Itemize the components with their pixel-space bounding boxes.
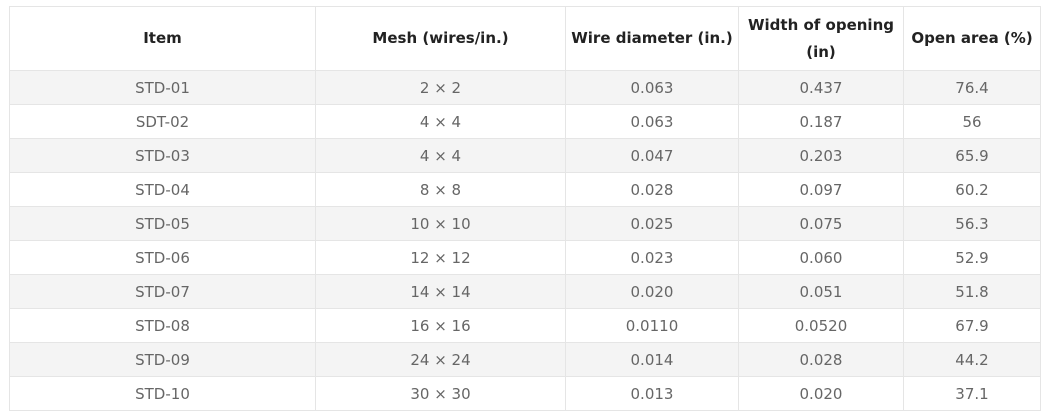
cell-wire-diameter: 0.020 <box>565 274 739 309</box>
cell-mesh: 12 × 12 <box>315 240 566 275</box>
cell-wire-diameter: 0.025 <box>565 206 739 241</box>
cell-mesh: 30 × 30 <box>315 376 566 411</box>
cell-open-area: 52.9 <box>903 240 1041 275</box>
table-header-row: Item Mesh (wires/in.) Wire diameter (in.… <box>9 6 1041 71</box>
cell-open-area: 37.1 <box>903 376 1041 411</box>
cell-open-area: 67.9 <box>903 308 1041 343</box>
cell-mesh: 14 × 14 <box>315 274 566 309</box>
cell-wire-diameter: 0.028 <box>565 172 739 207</box>
cell-mesh: 4 × 4 <box>315 138 566 173</box>
table-row: STD-09 24 × 24 0.014 0.028 44.2 <box>9 342 1041 377</box>
table-row: STD-06 12 × 12 0.023 0.060 52.9 <box>9 240 1041 275</box>
cell-item: STD-01 <box>9 70 316 105</box>
cell-open-area: 76.4 <box>903 70 1041 105</box>
cell-width-of-opening: 0.437 <box>738 70 904 105</box>
cell-mesh: 4 × 4 <box>315 104 566 139</box>
cell-open-area: 56 <box>903 104 1041 139</box>
cell-wire-diameter: 0.0110 <box>565 308 739 343</box>
table-row: STD-05 10 × 10 0.025 0.075 56.3 <box>9 206 1041 241</box>
header-open-area: Open area (%) <box>903 6 1041 71</box>
header-mesh: Mesh (wires/in.) <box>315 6 566 71</box>
cell-open-area: 51.8 <box>903 274 1041 309</box>
header-item: Item <box>9 6 316 71</box>
cell-open-area: 60.2 <box>903 172 1041 207</box>
cell-item: STD-05 <box>9 206 316 241</box>
cell-item: STD-08 <box>9 308 316 343</box>
cell-item: STD-03 <box>9 138 316 173</box>
cell-open-area: 44.2 <box>903 342 1041 377</box>
cell-width-of-opening: 0.0520 <box>738 308 904 343</box>
table-row: STD-01 2 × 2 0.063 0.437 76.4 <box>9 70 1041 105</box>
header-width-of-opening: Width of opening (in) <box>738 6 904 71</box>
table-row: STD-08 16 × 16 0.0110 0.0520 67.9 <box>9 308 1041 343</box>
cell-item: STD-07 <box>9 274 316 309</box>
mesh-spec-table: Item Mesh (wires/in.) Wire diameter (in.… <box>9 6 1041 411</box>
cell-mesh: 24 × 24 <box>315 342 566 377</box>
cell-mesh: 10 × 10 <box>315 206 566 241</box>
cell-width-of-opening: 0.051 <box>738 274 904 309</box>
table-row: STD-04 8 × 8 0.028 0.097 60.2 <box>9 172 1041 207</box>
cell-wire-diameter: 0.014 <box>565 342 739 377</box>
cell-mesh: 8 × 8 <box>315 172 566 207</box>
cell-width-of-opening: 0.187 <box>738 104 904 139</box>
cell-width-of-opening: 0.028 <box>738 342 904 377</box>
cell-item: STD-04 <box>9 172 316 207</box>
cell-width-of-opening: 0.097 <box>738 172 904 207</box>
cell-width-of-opening: 0.075 <box>738 206 904 241</box>
cell-item: STD-10 <box>9 376 316 411</box>
table-row: STD-03 4 × 4 0.047 0.203 65.9 <box>9 138 1041 173</box>
cell-item: STD-09 <box>9 342 316 377</box>
cell-mesh: 16 × 16 <box>315 308 566 343</box>
cell-width-of-opening: 0.203 <box>738 138 904 173</box>
cell-item: SDT-02 <box>9 104 316 139</box>
cell-item: STD-06 <box>9 240 316 275</box>
table-row: SDT-02 4 × 4 0.063 0.187 56 <box>9 104 1041 139</box>
table-row: STD-07 14 × 14 0.020 0.051 51.8 <box>9 274 1041 309</box>
cell-wire-diameter: 0.047 <box>565 138 739 173</box>
cell-wire-diameter: 0.063 <box>565 104 739 139</box>
table-row: STD-10 30 × 30 0.013 0.020 37.1 <box>9 376 1041 411</box>
cell-wire-diameter: 0.013 <box>565 376 739 411</box>
cell-width-of-opening: 0.020 <box>738 376 904 411</box>
header-wire-diameter: Wire diameter (in.) <box>565 6 739 71</box>
cell-width-of-opening: 0.060 <box>738 240 904 275</box>
cell-open-area: 65.9 <box>903 138 1041 173</box>
cell-wire-diameter: 0.063 <box>565 70 739 105</box>
cell-mesh: 2 × 2 <box>315 70 566 105</box>
mesh-spec-table-container: Item Mesh (wires/in.) Wire diameter (in.… <box>9 6 1041 411</box>
cell-open-area: 56.3 <box>903 206 1041 241</box>
cell-wire-diameter: 0.023 <box>565 240 739 275</box>
